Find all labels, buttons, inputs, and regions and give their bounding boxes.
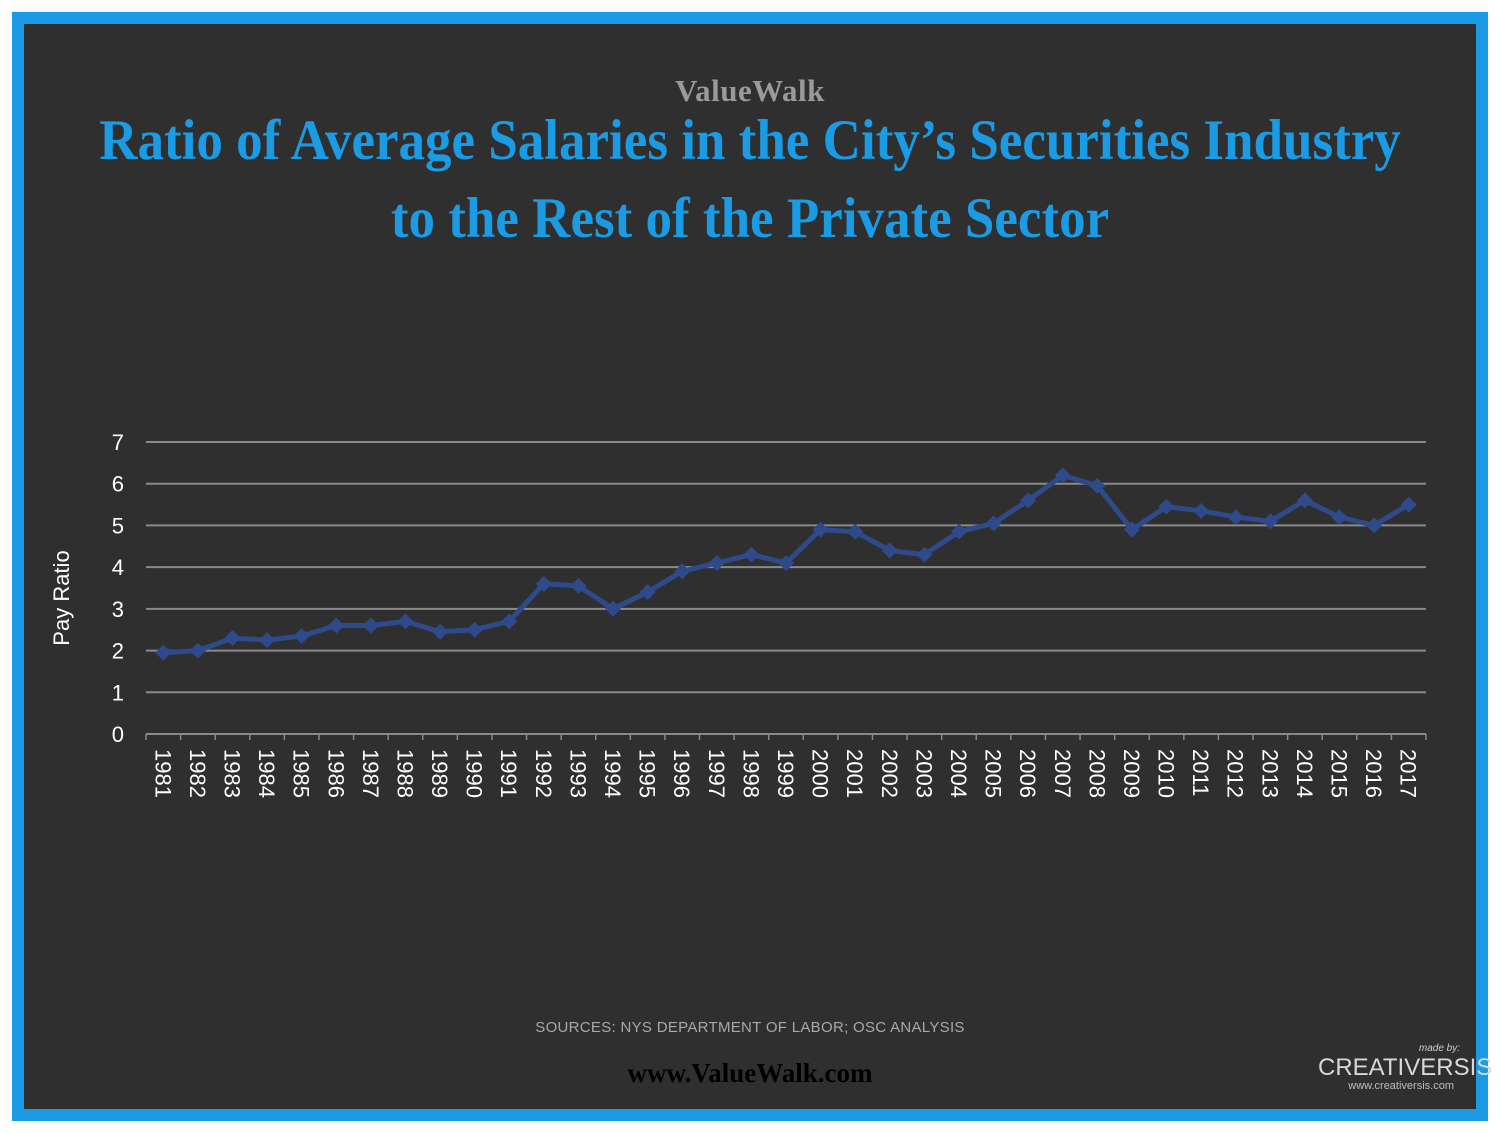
data-point-marker: [535, 575, 552, 592]
x-tick-label: 2005: [981, 749, 1006, 798]
data-point-marker: [1020, 492, 1037, 509]
y-tick-label: 7: [112, 430, 124, 455]
x-tick-label: 2004: [946, 749, 971, 798]
x-tick-label: 2008: [1084, 749, 1109, 798]
y-tick-label: 1: [112, 680, 124, 705]
x-tick-label: 1988: [392, 749, 417, 798]
x-tick-label: 1985: [289, 749, 314, 798]
creativersis-logo: CREATIVERSIS: [1318, 1054, 1493, 1081]
x-tick-label: 1997: [704, 749, 729, 798]
y-tick-label: 5: [112, 513, 124, 538]
data-point-marker: [708, 554, 725, 571]
website-label: www.ValueWalk.com: [627, 1058, 873, 1088]
data-point-marker: [1262, 513, 1279, 530]
brand-label: ValueWalk: [675, 73, 825, 108]
x-tick-label: 1998: [738, 749, 763, 798]
data-point-marker: [189, 642, 206, 659]
data-point-marker: [397, 613, 414, 630]
x-tick-label: 1991: [496, 749, 521, 798]
data-point-marker: [432, 623, 449, 640]
x-tick-label: 2001: [842, 749, 867, 798]
x-tick-label: 2013: [1257, 749, 1282, 798]
x-tick-label: 2017: [1396, 749, 1421, 798]
x-tick-label: 2016: [1361, 749, 1386, 798]
data-point-marker: [570, 577, 587, 594]
x-tick-label: 1982: [185, 749, 210, 798]
chart-title-line2: to the Rest of the Private Sector: [390, 187, 1110, 250]
data-point-marker: [1123, 521, 1140, 538]
data-point-marker: [639, 584, 656, 601]
made-by-label: made by:: [1418, 1043, 1460, 1054]
x-tick-label: 1987: [358, 749, 383, 798]
x-tick-label: 2003: [911, 749, 936, 798]
x-tick-label: 1994: [600, 749, 625, 798]
x-tick-label: 2012: [1223, 749, 1248, 798]
data-point-marker: [1400, 496, 1417, 513]
y-tick-label: 2: [112, 639, 124, 664]
data-point-marker: [1193, 502, 1210, 519]
x-tick-label: 1990: [462, 749, 487, 798]
data-point-marker: [743, 546, 760, 563]
data-point-marker: [362, 617, 379, 634]
data-point-marker: [1366, 517, 1383, 534]
data-point-marker: [224, 630, 241, 647]
data-point-marker: [293, 627, 310, 644]
x-tick-label: 2010: [1154, 749, 1179, 798]
x-tick-label: 1992: [531, 749, 556, 798]
maker-credit: made by: CREATIVERSIS www.creativersis.c…: [1318, 1043, 1493, 1092]
y-tick-label: 6: [112, 472, 124, 497]
x-tick-label: 2006: [1015, 749, 1040, 798]
x-tick-label: 1989: [427, 749, 452, 798]
data-point-marker: [259, 632, 276, 649]
series-pay-ratio: [155, 467, 1417, 661]
data-point-marker: [1089, 477, 1106, 494]
x-tick-label: 1995: [635, 749, 660, 798]
x-tick-label: 1981: [150, 749, 175, 798]
x-tick-label: 2014: [1292, 749, 1317, 798]
data-point-marker: [466, 621, 483, 638]
y-tick-labels: 0 1 2 3 4 5 6 7: [112, 430, 124, 747]
data-point-marker: [155, 644, 172, 661]
x-tick-labels: 1981 1982 1983 1984 1985 1986 1987 1988 1989 1990…: [150, 749, 1420, 798]
data-point-marker: [605, 600, 622, 617]
x-tick-label: 1983: [219, 749, 244, 798]
data-point-marker: [916, 546, 933, 563]
data-point-marker: [950, 523, 967, 540]
sources-note: SOURCES: NYS DEPARTMENT OF LABOR; OSC AN…: [535, 1019, 965, 1036]
gridlines: [145, 441, 1427, 740]
data-point-marker: [985, 515, 1002, 532]
data-point-marker: [881, 542, 898, 559]
x-tick-label: 2007: [1050, 749, 1075, 798]
x-tick-label: 1996: [669, 749, 694, 798]
data-point-marker: [328, 617, 345, 634]
data-point-marker: [1158, 498, 1175, 515]
data-point-marker: [847, 523, 864, 540]
data-point-marker: [812, 521, 829, 538]
x-tick-label: 1984: [254, 749, 279, 798]
y-tick-label: 4: [112, 555, 124, 580]
x-tick-label: 2000: [808, 749, 833, 798]
x-tick-label: 2009: [1119, 749, 1144, 798]
data-point-marker: [1227, 509, 1244, 526]
data-point-marker: [778, 554, 794, 571]
data-point-marker: [501, 613, 518, 630]
y-tick-label: 0: [112, 722, 124, 747]
x-tick-label: 2011: [1188, 749, 1213, 796]
data-point-marker: [674, 563, 691, 580]
x-tick-label: 1986: [323, 749, 348, 798]
chart-title-line1: Ratio of Average Salaries in the City’s …: [99, 109, 1401, 172]
x-tick-label: 1999: [773, 749, 798, 798]
maker-url: www.creativersis.com: [1348, 1080, 1454, 1092]
data-point-marker: [1054, 467, 1071, 484]
data-point-marker: [1296, 492, 1313, 509]
data-point-marker: [1331, 509, 1348, 526]
x-tick-label: 1993: [565, 749, 590, 798]
x-tick-label: 2015: [1327, 749, 1352, 798]
y-tick-label: 3: [112, 597, 124, 622]
x-tick-label: 2002: [877, 749, 902, 798]
